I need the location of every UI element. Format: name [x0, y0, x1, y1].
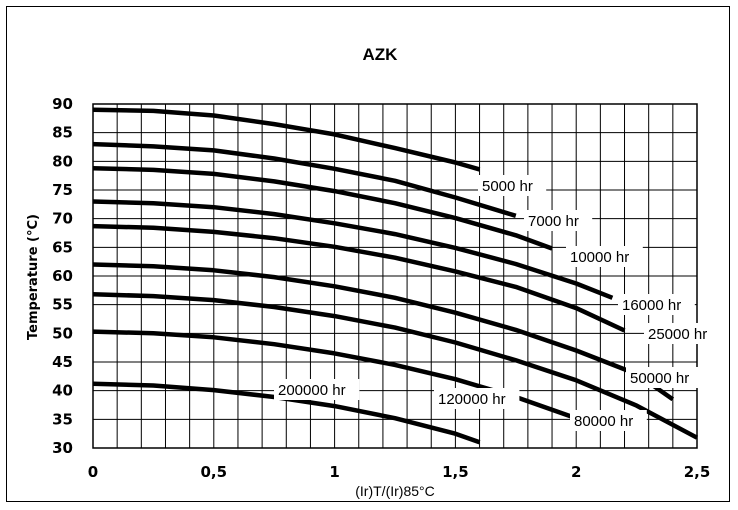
x-tick-label: 1,5: [442, 463, 469, 481]
y-axis-label: Temperature (°C): [26, 214, 41, 340]
curve-label-patch: [566, 246, 643, 267]
curve-label: 80000 hr: [574, 413, 633, 430]
x-tick-label: 2: [571, 463, 581, 481]
y-tick-label: 90: [52, 95, 73, 113]
curve-label: 25000 hr: [648, 326, 707, 343]
series-line: [92, 223, 626, 333]
curve-label-patch: [626, 367, 703, 388]
curve-label-patch: [478, 175, 547, 196]
series-line: [92, 329, 602, 432]
series-line: [92, 292, 699, 440]
y-tick-label: 65: [52, 238, 73, 256]
y-tick-labels: 30 35 40 45 50 55 60 65 70 75 80 85 90: [52, 95, 73, 457]
series-line: [92, 262, 675, 402]
chart-title: AZK: [363, 45, 399, 64]
curve-label-patch: [434, 388, 520, 409]
y-tick-label: 45: [52, 353, 73, 371]
y-tick-label: 50: [52, 324, 73, 342]
curve-label: 5000 hr: [482, 178, 533, 195]
x-tick-label: 1: [329, 463, 339, 481]
y-tick-label: 85: [52, 124, 73, 142]
x-tick-label: 0,5: [201, 463, 228, 481]
series-line: [92, 199, 614, 300]
x-tick-label: 2,5: [684, 463, 711, 481]
series-line: [92, 107, 481, 172]
x-tick-labels: 0 0,5 1 1,5 2 2,5: [88, 463, 711, 481]
x-axis-label: (Ir)T/(Ir)85°C: [355, 483, 434, 499]
curve-label: 16000 hr: [622, 297, 681, 314]
curve-label-patches: [274, 175, 721, 431]
y-tick-label: 30: [52, 439, 73, 457]
series-line: [92, 165, 553, 251]
x-tick-label: 0: [88, 463, 98, 481]
y-tick-label: 75: [52, 181, 73, 199]
y-tick-label: 70: [52, 210, 73, 228]
curve-labels: 5000 hr 7000 hr 10000 hr 16000 hr 25000 hr 50…: [278, 178, 707, 430]
curve-label: 200000 hr: [278, 382, 346, 399]
curve-label-patch: [618, 294, 695, 315]
curve-label: 7000 hr: [528, 213, 579, 230]
curve-label-patch: [274, 379, 360, 400]
curve-label: 120000 hr: [438, 391, 506, 408]
y-tick-label: 80: [52, 152, 73, 170]
grid: [92, 103, 698, 449]
curve-label-patch: [644, 323, 721, 344]
y-tick-label: 55: [52, 296, 73, 314]
plot-area: [92, 103, 698, 449]
curves: [92, 107, 699, 445]
series-line: [92, 381, 481, 445]
y-tick-label: 60: [52, 267, 73, 285]
y-tick-label: 40: [52, 382, 73, 400]
curve-label-patch: [524, 210, 593, 231]
curve-label-patch: [570, 410, 647, 431]
series-line: [92, 141, 517, 218]
curve-label: 50000 hr: [630, 370, 689, 387]
curve-label: 10000 hr: [570, 249, 629, 266]
y-tick-label: 35: [52, 410, 73, 428]
